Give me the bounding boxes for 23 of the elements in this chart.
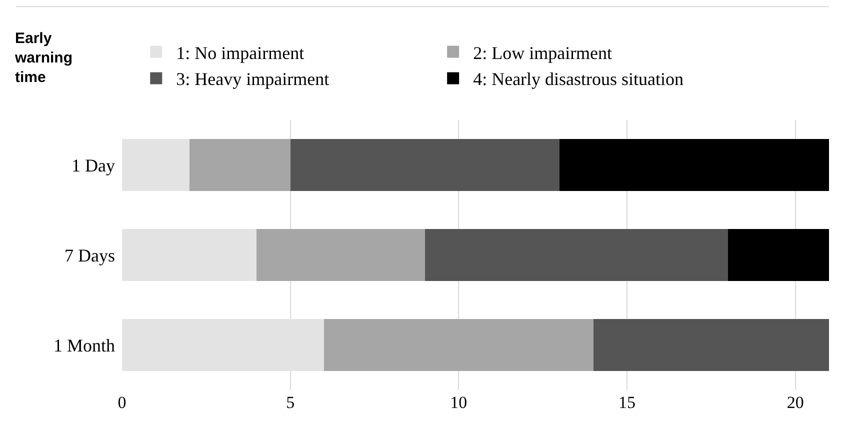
y-tick-label: 1 Day [72, 155, 115, 176]
bar [324, 318, 594, 372]
y-tick-label: 1 Month [53, 335, 115, 356]
x-tick-label: 20 [786, 393, 804, 412]
legend-label: 1: No impairment [176, 42, 304, 63]
bar [425, 228, 728, 282]
bar [256, 228, 425, 282]
bar [593, 318, 829, 372]
y-axis-title: Early warning time [14, 30, 73, 86]
bar [560, 138, 829, 192]
x-tick-label: 15 [618, 393, 636, 412]
x-tick-label: 0 [118, 393, 126, 412]
x-tick-label: 10 [450, 393, 468, 412]
x-tick-label: 5 [286, 393, 295, 412]
bar [728, 228, 829, 282]
bar [122, 228, 257, 282]
bar [290, 138, 560, 192]
bar [122, 138, 190, 192]
bar [189, 138, 290, 192]
legend-label: 2: Low impairment [473, 42, 612, 63]
legend-label: 3: Heavy impairment [176, 69, 330, 90]
y-tick-label: 7 Days [64, 245, 115, 266]
legend-label: 4: Nearly disastrous situation [473, 69, 684, 90]
